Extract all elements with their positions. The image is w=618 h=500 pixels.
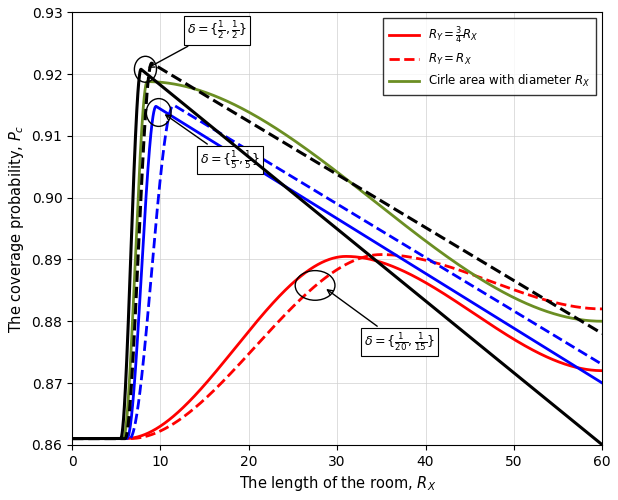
X-axis label: The length of the room, $R_X$: The length of the room, $R_X$ <box>239 474 436 493</box>
Text: $\delta = \{\frac{1}{2}, \frac{1}{2}\}$: $\delta = \{\frac{1}{2}, \frac{1}{2}\}$ <box>149 20 247 67</box>
Text: $\delta = \{\frac{1}{20}, \frac{1}{15}\}$: $\delta = \{\frac{1}{20}, \frac{1}{15}\}… <box>328 290 435 354</box>
Y-axis label: The coverage probability, $P_c$: The coverage probability, $P_c$ <box>7 124 26 333</box>
Text: $\delta = \{\frac{1}{5}, \frac{1}{5}\}$: $\delta = \{\frac{1}{5}, \frac{1}{5}\}$ <box>166 115 260 171</box>
Legend: $R_Y = \frac{3}{4}R_X$, $R_Y = R_X$, Cirle area with diameter $R_X$: $R_Y = \frac{3}{4}R_X$, $R_Y = R_X$, Cir… <box>383 18 596 95</box>
